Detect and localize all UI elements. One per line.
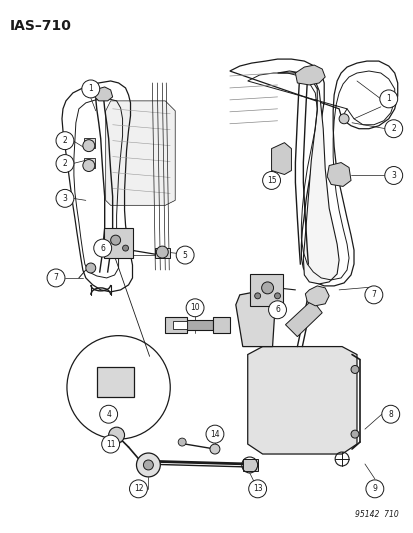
Polygon shape [285, 300, 321, 337]
Polygon shape [155, 248, 170, 258]
Circle shape [156, 246, 168, 258]
Circle shape [102, 435, 119, 453]
Polygon shape [247, 346, 356, 454]
Circle shape [364, 286, 382, 304]
Circle shape [100, 405, 117, 423]
Circle shape [268, 301, 286, 319]
Circle shape [261, 282, 273, 294]
Text: IAS–710: IAS–710 [9, 19, 71, 33]
Circle shape [67, 336, 170, 439]
Polygon shape [249, 274, 283, 306]
Circle shape [122, 245, 128, 251]
Text: 13: 13 [252, 484, 262, 494]
Circle shape [85, 263, 95, 273]
Text: 4: 4 [106, 410, 111, 419]
Polygon shape [103, 228, 133, 258]
Text: 7: 7 [370, 290, 375, 300]
Polygon shape [105, 101, 175, 205]
Polygon shape [277, 71, 338, 284]
Circle shape [186, 299, 204, 317]
Circle shape [262, 172, 280, 189]
Polygon shape [271, 143, 291, 174]
Circle shape [47, 269, 65, 287]
Text: 6: 6 [100, 244, 105, 253]
Polygon shape [83, 138, 95, 148]
Circle shape [110, 235, 120, 245]
Circle shape [365, 480, 383, 498]
Circle shape [136, 453, 160, 477]
Circle shape [83, 159, 95, 172]
Polygon shape [242, 459, 257, 471]
Text: 6: 6 [274, 305, 279, 314]
Polygon shape [187, 320, 212, 330]
FancyBboxPatch shape [173, 321, 187, 329]
Circle shape [338, 114, 348, 124]
Polygon shape [212, 317, 229, 333]
Text: 95142  710: 95142 710 [354, 510, 398, 519]
Circle shape [381, 405, 399, 423]
Text: 10: 10 [190, 303, 199, 312]
Text: 12: 12 [133, 484, 143, 494]
Circle shape [384, 166, 402, 184]
Circle shape [56, 132, 74, 150]
Polygon shape [93, 87, 112, 101]
Text: 3: 3 [62, 194, 67, 203]
Circle shape [83, 140, 95, 151]
Polygon shape [326, 163, 350, 187]
Text: 5: 5 [182, 251, 187, 260]
Circle shape [56, 155, 74, 173]
Circle shape [178, 438, 186, 446]
Circle shape [350, 366, 358, 374]
Text: 9: 9 [372, 484, 376, 494]
Text: 1: 1 [88, 84, 93, 93]
Polygon shape [295, 65, 325, 85]
Circle shape [206, 425, 223, 443]
Circle shape [350, 430, 358, 438]
Circle shape [209, 444, 219, 454]
Circle shape [379, 90, 397, 108]
Circle shape [248, 480, 266, 498]
Text: 2: 2 [62, 159, 67, 168]
Polygon shape [165, 317, 187, 333]
Circle shape [104, 245, 110, 251]
Circle shape [56, 189, 74, 207]
Circle shape [108, 427, 124, 443]
Circle shape [384, 120, 402, 138]
Circle shape [143, 460, 153, 470]
Circle shape [129, 480, 147, 498]
Text: 7: 7 [53, 273, 58, 282]
Text: 2: 2 [62, 136, 67, 145]
Circle shape [176, 246, 194, 264]
Circle shape [82, 80, 100, 98]
Circle shape [93, 239, 112, 257]
Circle shape [254, 293, 260, 299]
Text: 3: 3 [390, 171, 395, 180]
Polygon shape [83, 158, 95, 167]
Text: 2: 2 [390, 124, 395, 133]
Text: 15: 15 [266, 176, 276, 185]
Text: 14: 14 [210, 430, 219, 439]
Polygon shape [235, 290, 275, 346]
Circle shape [274, 293, 280, 299]
Text: 1: 1 [385, 94, 390, 103]
Polygon shape [305, 286, 328, 306]
Polygon shape [97, 367, 134, 397]
Text: 8: 8 [387, 410, 392, 419]
Text: 11: 11 [106, 440, 115, 449]
